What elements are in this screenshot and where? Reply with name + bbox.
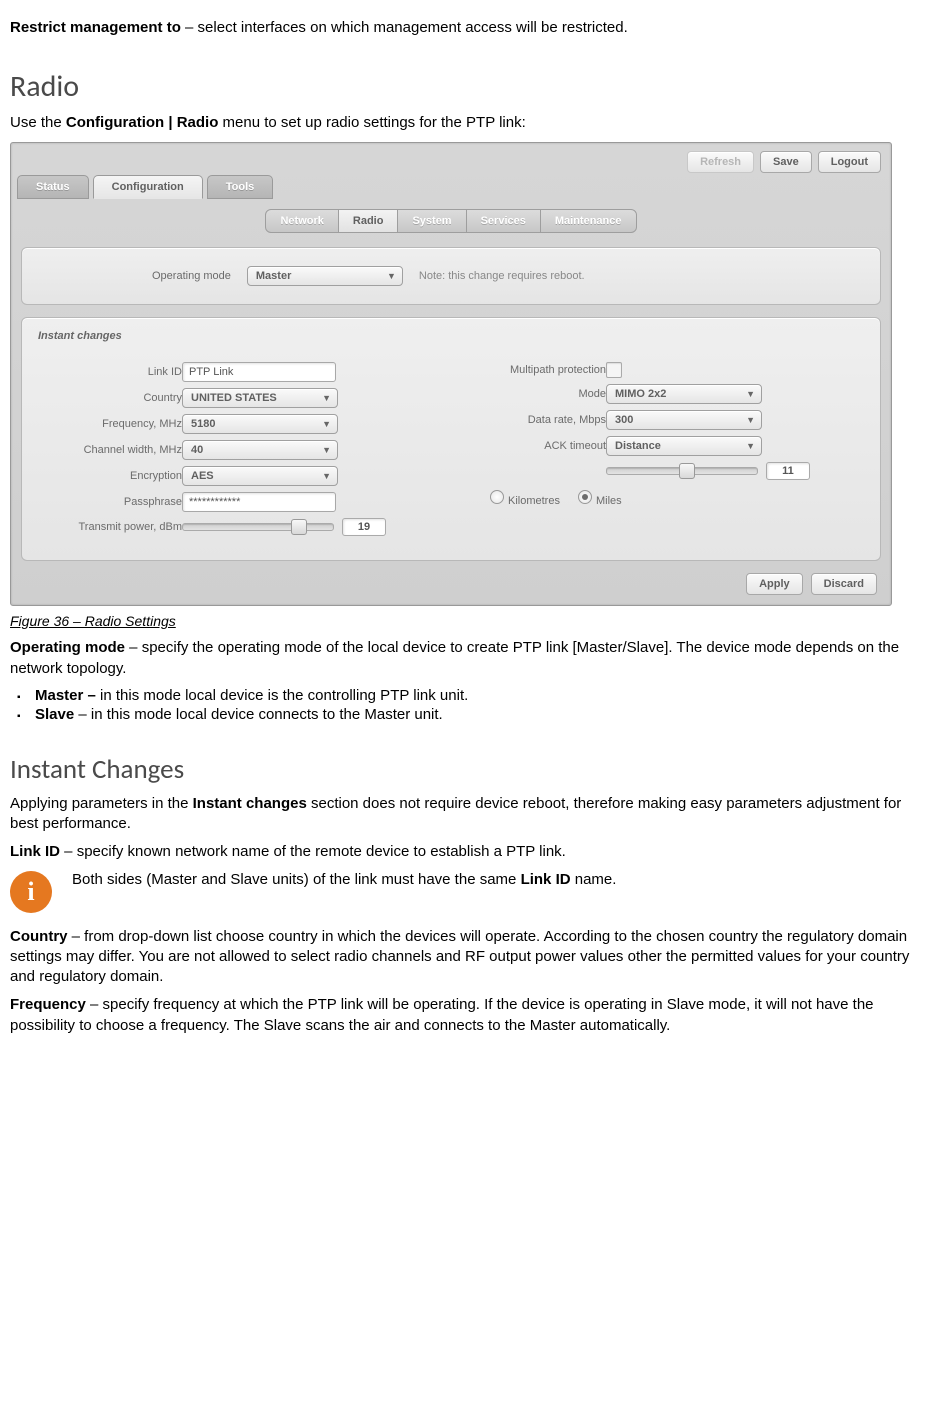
chevron-down-icon: ▼ (746, 415, 755, 425)
link-id-paragraph: Link ID – specify known network name of … (10, 842, 928, 862)
ic-lead: Applying parameters in the Instant chang… (10, 794, 928, 835)
radio-heading: Radio (10, 68, 928, 105)
passphrase-label: Passphrase (42, 496, 182, 508)
subtab-maintenance[interactable]: Maintenance (541, 210, 636, 232)
tab-status[interactable]: Status (17, 175, 89, 199)
unit-km-radio[interactable] (490, 490, 504, 504)
passphrase-input[interactable]: ************ (182, 492, 336, 512)
instant-changes-panel: Instant changes Link ID PTP Link Country… (21, 317, 881, 561)
ack-timeout-label: ACK timeout (466, 440, 606, 452)
radio-lead: Use the Configuration | Radio menu to se… (10, 113, 928, 133)
radio-screenshot: Refresh Save Logout Status Configuration… (10, 142, 892, 606)
subtab-system[interactable]: System (398, 210, 466, 232)
chevron-down-icon: ▼ (322, 471, 331, 481)
op-mode-select[interactable]: Master▼ (247, 266, 403, 286)
op-mode-paragraph: Operating mode – specify the operating m… (10, 638, 928, 679)
data-rate-label: Data rate, Mbps (466, 414, 606, 426)
info-note-text: Both sides (Master and Slave units) of t… (72, 871, 616, 888)
info-icon: i (10, 871, 52, 913)
discard-button[interactable]: Discard (811, 573, 877, 595)
logout-button[interactable]: Logout (818, 151, 881, 173)
distance-slider[interactable] (606, 467, 758, 475)
instant-changes-heading: Instant Changes (10, 753, 928, 786)
apply-button[interactable]: Apply (746, 573, 803, 595)
chevron-down-icon: ▼ (322, 393, 331, 403)
tab-tools[interactable]: Tools (207, 175, 274, 199)
channel-width-label: Channel width, MHz (42, 444, 182, 456)
encryption-select[interactable]: AES▼ (182, 466, 338, 486)
multipath-label: Multipath protection (466, 364, 606, 376)
op-mode-note: Note: this change requires reboot. (419, 270, 585, 282)
country-paragraph: Country – from drop-down list choose cou… (10, 927, 928, 988)
country-label: Country (42, 392, 182, 404)
chevron-down-icon: ▼ (746, 441, 755, 451)
tab-configuration[interactable]: Configuration (93, 175, 203, 199)
figure-caption: Figure 36 – Radio Settings (10, 612, 928, 631)
tx-power-value[interactable]: 19 (342, 518, 386, 536)
country-select[interactable]: UNITED STATES▼ (182, 388, 338, 408)
info-note: i Both sides (Master and Slave units) of… (10, 871, 928, 913)
unit-mi-radio[interactable] (578, 490, 592, 504)
mode-select[interactable]: MIMO 2x2▼ (606, 384, 762, 404)
chevron-down-icon: ▼ (322, 419, 331, 429)
chevron-down-icon: ▼ (322, 445, 331, 455)
restrict-paragraph: Restrict management to – select interfac… (10, 18, 928, 38)
op-mode-label: Operating mode (152, 270, 231, 282)
tx-power-label: Transmit power, dBm (42, 521, 182, 533)
data-rate-select[interactable]: 300▼ (606, 410, 762, 430)
restrict-label: Restrict management to (10, 19, 181, 36)
subtab-services[interactable]: Services (467, 210, 541, 232)
save-button[interactable]: Save (760, 151, 812, 173)
tx-power-slider[interactable] (182, 523, 334, 531)
channel-width-select[interactable]: 40▼ (182, 440, 338, 460)
chevron-down-icon: ▼ (746, 389, 755, 399)
frequency-select[interactable]: 5180▼ (182, 414, 338, 434)
mode-bullets: Master – in this mode local device is th… (10, 687, 928, 723)
refresh-button[interactable]: Refresh (687, 151, 754, 173)
link-id-label: Link ID (42, 366, 182, 378)
distance-value[interactable]: 11 (766, 462, 810, 480)
operating-mode-panel: Operating mode Master▼ Note: this change… (21, 247, 881, 305)
subtab-radio[interactable]: Radio (339, 210, 399, 232)
instant-changes-header: Instant changes (38, 330, 860, 342)
subtab-network[interactable]: Network (266, 210, 338, 232)
mode-label: Mode (466, 388, 606, 400)
frequency-label: Frequency, MHz (42, 418, 182, 430)
multipath-checkbox[interactable] (606, 362, 622, 378)
ack-timeout-select[interactable]: Distance▼ (606, 436, 762, 456)
encryption-label: Encryption (42, 470, 182, 482)
restrict-text: – select interfaces on which management … (181, 19, 628, 36)
link-id-input[interactable]: PTP Link (182, 362, 336, 382)
frequency-paragraph: Frequency – specify frequency at which t… (10, 995, 928, 1036)
chevron-down-icon: ▼ (387, 271, 396, 281)
